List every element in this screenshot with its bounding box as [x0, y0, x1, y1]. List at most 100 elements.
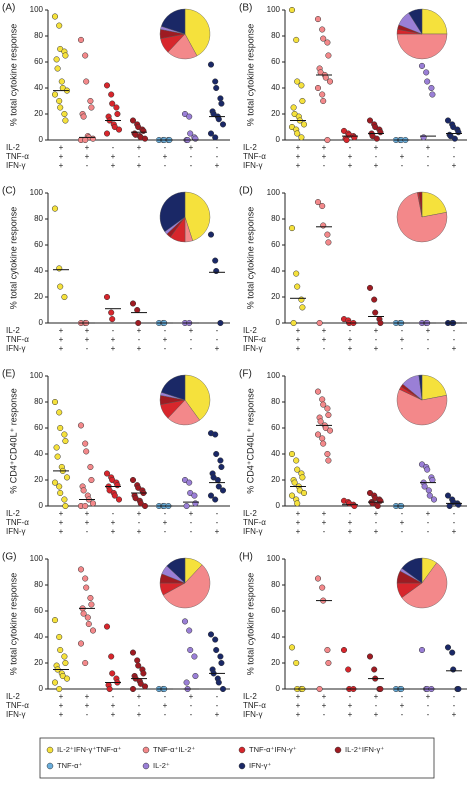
data-point	[213, 450, 220, 458]
data-point	[61, 293, 68, 301]
data-point	[366, 284, 374, 291]
data-point	[212, 636, 219, 643]
sign: -	[349, 326, 352, 335]
row-label: IFN-γ	[243, 161, 263, 170]
y-tick-label: 20	[34, 475, 43, 484]
data-point	[455, 501, 462, 508]
data-point	[290, 319, 297, 327]
data-point	[294, 283, 301, 290]
legend-marker	[142, 762, 150, 770]
data-point	[141, 502, 149, 510]
data-point	[319, 435, 326, 442]
sign: -	[164, 692, 167, 701]
data-point	[192, 500, 199, 507]
data-point	[88, 104, 95, 111]
sign: +	[85, 518, 90, 527]
y-tick-label: 20	[271, 475, 280, 484]
data-point	[186, 627, 193, 634]
sign: +	[426, 143, 431, 152]
row-label: IL-2	[243, 143, 257, 152]
sign: +	[374, 161, 379, 170]
sign: -	[86, 344, 89, 353]
data-point	[351, 134, 358, 141]
data-point	[134, 306, 141, 314]
sign: -	[190, 518, 193, 527]
sign: +	[426, 509, 431, 518]
data-point	[455, 685, 462, 693]
sign: +	[348, 152, 353, 161]
sign: -	[216, 701, 219, 710]
sign: -	[112, 509, 115, 518]
data-point	[345, 666, 352, 673]
row-label: IFN-γ	[6, 161, 26, 170]
data-point	[63, 675, 71, 682]
data-point	[89, 500, 97, 507]
pie-slice	[396, 33, 448, 60]
sign: -	[112, 326, 115, 335]
sign: +	[163, 152, 168, 161]
data-point	[77, 640, 85, 647]
sign: -	[427, 152, 430, 161]
data-point	[298, 82, 305, 89]
data-point	[61, 496, 68, 503]
data-point	[420, 134, 427, 141]
data-point	[218, 659, 225, 667]
sign: -	[190, 335, 193, 344]
y-tick-label: 40	[271, 449, 280, 458]
pie-slice	[396, 389, 448, 426]
sign: -	[453, 701, 456, 710]
data-point	[129, 685, 137, 693]
sign: +	[137, 692, 142, 701]
sign: -	[401, 344, 404, 353]
legend-marker	[142, 746, 150, 754]
data-point	[82, 440, 89, 447]
data-point	[77, 566, 85, 573]
panel-label: (D)	[239, 186, 253, 197]
sign: +	[348, 527, 353, 536]
sign: +	[452, 527, 457, 536]
data-point	[83, 448, 90, 455]
data-point	[88, 601, 95, 608]
y-tick-label: 0	[39, 684, 44, 693]
data-point	[109, 100, 116, 107]
data-point	[62, 52, 69, 59]
data-point	[109, 670, 116, 677]
data-point	[103, 82, 111, 89]
y-tick-label: 100	[30, 188, 44, 197]
row-label: TNF-α	[243, 152, 266, 161]
y-tick-label: 40	[271, 632, 280, 641]
sign: -	[401, 509, 404, 518]
data-point	[418, 62, 426, 69]
y-tick-label: 40	[271, 266, 280, 275]
data-point	[129, 117, 137, 124]
sign: +	[137, 326, 142, 335]
sign: -	[323, 527, 326, 536]
data-point	[326, 78, 334, 85]
data-point	[207, 492, 215, 499]
sign: +	[59, 509, 64, 518]
sign: +	[59, 152, 64, 161]
y-axis-label: % CD4⁺CD40L⁺ response	[245, 388, 255, 494]
legend-label: IL-2⁺IFN-γ⁺	[345, 745, 384, 754]
legend-box	[39, 737, 435, 779]
sign: -	[401, 710, 404, 719]
sign: -	[190, 344, 193, 353]
sign: -	[216, 518, 219, 527]
sign: +	[59, 335, 64, 344]
data-point	[316, 685, 323, 693]
sign: +	[374, 344, 379, 353]
pie-slice	[184, 191, 211, 242]
data-point	[372, 309, 379, 316]
sign: +	[111, 152, 116, 161]
sign: +	[374, 692, 379, 701]
data-point	[320, 222, 327, 229]
data-point	[300, 121, 308, 128]
sign: -	[112, 143, 115, 152]
data-point	[77, 422, 85, 429]
data-point	[187, 646, 194, 654]
sign: +	[163, 701, 168, 710]
data-point	[294, 500, 301, 507]
y-tick-label: 20	[271, 658, 280, 667]
legend-label: IFN-γ⁺	[249, 761, 271, 770]
pie-slice	[401, 557, 423, 584]
